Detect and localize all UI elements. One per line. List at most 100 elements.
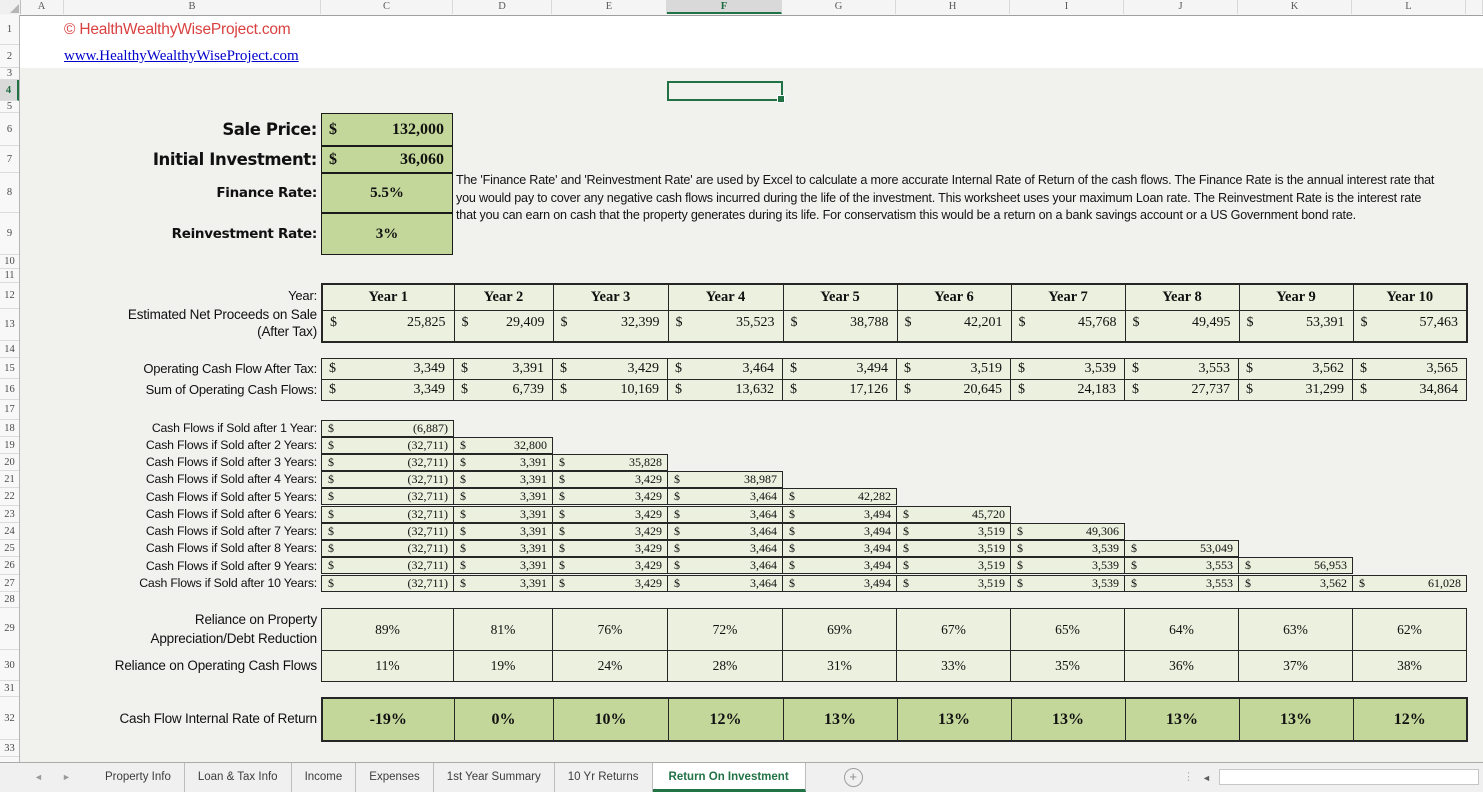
sold-cf-cell[interactable]: $3,429	[552, 488, 668, 505]
fill-handle[interactable]	[777, 95, 785, 103]
sold-cf-cell[interactable]: $49,306	[1010, 523, 1125, 540]
row-header-25[interactable]: 25	[0, 540, 19, 557]
row-header-1[interactable]: 1	[0, 15, 19, 45]
reinvestment-rate-cell[interactable]: 3%	[321, 213, 453, 255]
sum-cf-cell[interactable]: $24,183	[1010, 379, 1125, 401]
sheet-tab-loan-tax-info[interactable]: Loan & Tax Info	[185, 763, 292, 792]
column-header[interactable]	[1466, 0, 1483, 14]
row-header-14[interactable]: 14	[0, 341, 19, 358]
sold-cf-cell[interactable]: $ (32,711)	[321, 506, 454, 523]
sold-cf-cell[interactable]: $42,282	[782, 488, 897, 505]
reliance-appreciation-cell[interactable]: 63%	[1238, 608, 1353, 651]
sheet-tab-income[interactable]: Income	[292, 763, 357, 792]
reliance-appreciation-cell[interactable]: 62%	[1352, 608, 1467, 651]
sold-cf-cell[interactable]: $3,391	[453, 523, 553, 540]
sold-cf-cell[interactable]: $38,987	[667, 471, 783, 488]
sold-cf-cell[interactable]: $3,391	[453, 488, 553, 505]
sheet-tab-property-info[interactable]: Property Info	[92, 763, 185, 792]
net-proceeds-cell[interactable]: $42,201	[896, 309, 1012, 343]
net-proceeds-cell[interactable]: $57,463	[1352, 309, 1468, 343]
sheet-tab-10-yr-returns[interactable]: 10 Yr Returns	[555, 763, 653, 792]
row-header-15[interactable]: 15	[0, 358, 19, 379]
column-header-g[interactable]: G	[782, 0, 896, 14]
year-header-cell[interactable]: Year 2	[453, 283, 554, 311]
year-header-cell[interactable]: Year 10	[1352, 283, 1468, 311]
column-header-a[interactable]: A	[20, 0, 64, 14]
sum-cf-cell[interactable]: $20,645	[896, 379, 1011, 401]
sold-cf-cell[interactable]: $3,391	[453, 454, 553, 471]
hscroll-left-arrow-icon[interactable]: ◄	[1202, 773, 1211, 783]
reliance-appreciation-cell[interactable]: 72%	[667, 608, 783, 651]
reliance-appreciation-cell[interactable]: 65%	[1010, 608, 1125, 651]
sold-cf-cell[interactable]: $3,464	[667, 575, 783, 592]
website-link[interactable]: www.HealthyWealthyWiseProject.com	[64, 48, 299, 64]
row-header-26[interactable]: 26	[0, 557, 19, 575]
sold-cf-cell[interactable]: $3,464	[667, 557, 783, 574]
sold-cf-cell[interactable]: $ (32,711)	[321, 471, 454, 488]
sum-cf-cell[interactable]: $10,169	[552, 379, 668, 401]
row-header-8[interactable]: 8	[0, 173, 19, 213]
operating-cf-cell[interactable]: $3,539	[1010, 358, 1125, 380]
sold-cf-cell[interactable]: $ (32,711)	[321, 523, 454, 540]
sold-cf-cell[interactable]: $3,391	[453, 471, 553, 488]
row-header-28[interactable]: 28	[0, 592, 19, 608]
sum-cf-cell[interactable]: $13,632	[667, 379, 783, 401]
year-header-cell[interactable]: Year 5	[782, 283, 898, 311]
sold-cf-cell[interactable]: $3,464	[667, 506, 783, 523]
sold-cf-cell[interactable]: $3,539	[1010, 557, 1125, 574]
sold-cf-cell[interactable]: $3,494	[782, 557, 897, 574]
sold-cf-cell[interactable]: $3,429	[552, 506, 668, 523]
sold-cf-cell[interactable]: $3,539	[1010, 540, 1125, 557]
row-header-5[interactable]: 5	[0, 101, 19, 113]
row-header-20[interactable]: 20	[0, 454, 19, 471]
tab-scroll-right-icon[interactable]: ►	[62, 772, 71, 782]
row-header-9[interactable]: 9	[0, 213, 19, 255]
sold-cf-cell[interactable]: $3,494	[782, 540, 897, 557]
row-header-3[interactable]: 3	[0, 68, 19, 80]
irr-cell[interactable]: 13%	[782, 697, 898, 742]
row-header-31[interactable]: 31	[0, 681, 19, 697]
row-header-2[interactable]: 2	[0, 45, 19, 68]
sold-cf-cell[interactable]: $3,464	[667, 523, 783, 540]
sale-price-cell[interactable]: $132,000	[321, 113, 453, 146]
row-header-29[interactable]: 29	[0, 608, 19, 650]
sold-cf-cell[interactable]: $3,391	[453, 540, 553, 557]
initial-investment-cell[interactable]: $36,060	[321, 146, 453, 173]
column-header-h[interactable]: H	[896, 0, 1010, 14]
sold-cf-cell[interactable]: $3,494	[782, 575, 897, 592]
irr-cell[interactable]: 12%	[667, 697, 784, 742]
row-header-10[interactable]: 10	[0, 255, 19, 269]
operating-cf-cell[interactable]: $3,429	[552, 358, 668, 380]
sheet-tab-expenses[interactable]: Expenses	[356, 763, 434, 792]
operating-cf-cell[interactable]: $3,464	[667, 358, 783, 380]
sum-cf-cell[interactable]: $31,299	[1238, 379, 1353, 401]
sold-cf-cell[interactable]: $3,519	[896, 540, 1011, 557]
year-header-cell[interactable]: Year 8	[1124, 283, 1240, 311]
tabbar-resize-handle[interactable]: ⋮	[1183, 771, 1194, 783]
reliance-operating-cell[interactable]: 33%	[896, 650, 1011, 682]
sold-cf-cell[interactable]: $3,464	[667, 488, 783, 505]
finance-rate-cell[interactable]: 5.5%	[321, 173, 453, 213]
net-proceeds-cell[interactable]: $25,825	[321, 309, 455, 343]
irr-cell[interactable]: 13%	[1238, 697, 1354, 742]
sold-cf-cell[interactable]: $ (32,711)	[321, 575, 454, 592]
sold-cf-cell[interactable]: $3,391	[453, 506, 553, 523]
row-header-33[interactable]: 33	[0, 740, 19, 757]
sold-cf-cell[interactable]: $ (32,711)	[321, 454, 454, 471]
irr-cell[interactable]: 0%	[453, 697, 554, 742]
reliance-appreciation-cell[interactable]: 69%	[782, 608, 897, 651]
reliance-operating-cell[interactable]: 37%	[1238, 650, 1353, 682]
horizontal-scrollbar[interactable]	[1219, 769, 1479, 785]
row-header-19[interactable]: 19	[0, 437, 19, 454]
reliance-appreciation-cell[interactable]: 64%	[1124, 608, 1239, 651]
new-sheet-button[interactable]: +	[843, 768, 863, 787]
operating-cf-cell[interactable]: $3,494	[782, 358, 897, 380]
net-proceeds-cell[interactable]: $29,409	[453, 309, 554, 343]
reliance-operating-cell[interactable]: 31%	[782, 650, 897, 682]
sold-cf-cell[interactable]: $ (32,711)	[321, 540, 454, 557]
operating-cf-cell[interactable]: $3,562	[1238, 358, 1353, 380]
net-proceeds-cell[interactable]: $38,788	[782, 309, 898, 343]
column-header-e[interactable]: E	[552, 0, 667, 14]
tab-scroll-left-icon[interactable]: ◄	[34, 772, 43, 782]
column-header-i[interactable]: I	[1010, 0, 1124, 14]
